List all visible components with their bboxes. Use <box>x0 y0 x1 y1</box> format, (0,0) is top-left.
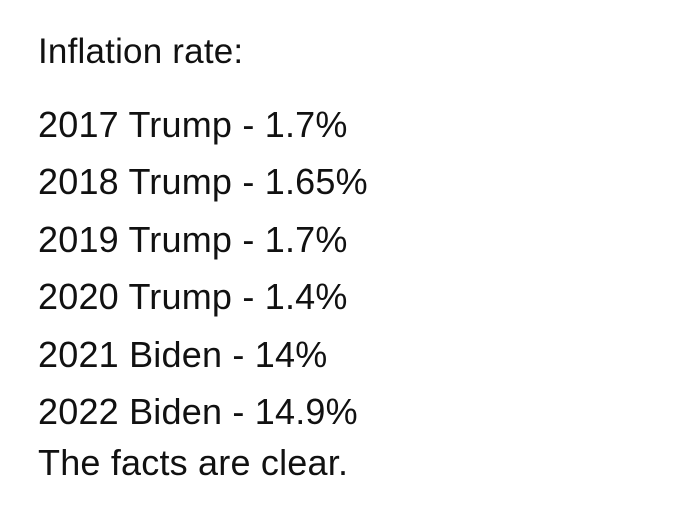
post-text-block: Inflation rate: 2017 Trump - 1.7% 2018 T… <box>38 0 658 516</box>
list-item: 2018 Trump - 1.65% <box>38 160 658 217</box>
row-year: 2020 <box>38 276 119 318</box>
post-heading: Inflation rate: <box>38 32 244 71</box>
row-rate: 1.65% <box>264 161 368 203</box>
row-rate: 1.7% <box>264 218 348 260</box>
row-rate: 14% <box>254 333 328 375</box>
row-president: Trump <box>128 218 233 260</box>
list-item: 2019 Trump - 1.7% <box>38 218 658 275</box>
row-separator: - <box>232 390 245 432</box>
row-year: 2022 <box>38 390 119 432</box>
list-item: 2017 Trump - 1.7% <box>38 103 658 160</box>
row-rate: 14.9% <box>254 390 358 432</box>
row-year: 2021 <box>38 333 119 375</box>
row-rate: 1.4% <box>264 276 348 318</box>
inflation-list: 2017 Trump - 1.7% 2018 Trump - 1.65% 201… <box>38 103 658 447</box>
row-separator: - <box>242 161 255 203</box>
row-separator: - <box>242 276 255 318</box>
row-president: Trump <box>128 276 233 318</box>
row-president: Trump <box>128 161 233 203</box>
list-item: 2021 Biden - 14% <box>38 333 658 390</box>
row-president: Trump <box>128 104 233 145</box>
row-year: 2017 <box>38 104 119 145</box>
row-separator: - <box>242 218 255 260</box>
row-separator: - <box>242 104 255 145</box>
row-separator: - <box>232 333 245 375</box>
row-president: Biden <box>129 333 223 375</box>
list-item: 2022 Biden - 14.9% <box>38 390 658 447</box>
row-president: Biden <box>129 390 223 432</box>
row-year: 2018 <box>38 161 119 203</box>
post-closing-line: The facts are clear. <box>38 442 349 483</box>
row-rate: 1.7% <box>264 104 348 145</box>
list-item: 2020 Trump - 1.4% <box>38 275 658 332</box>
row-year: 2019 <box>38 218 119 260</box>
